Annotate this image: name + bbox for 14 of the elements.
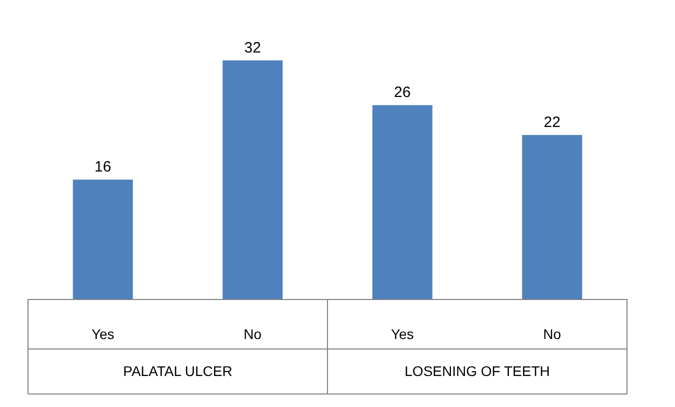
data-label: 26 — [394, 84, 411, 102]
data-label: 32 — [244, 39, 261, 56]
bar — [522, 134, 582, 299]
text: LOSENING OF TEETH — [404, 363, 550, 379]
bar — [372, 105, 432, 299]
text: PALATAL ULCER — [123, 363, 232, 379]
bar — [72, 180, 133, 299]
data-label: 22 — [544, 114, 560, 131]
x-tick-label: No — [244, 326, 262, 342]
x-tick-label: Yes — [91, 326, 114, 342]
data-label: 16 — [94, 158, 112, 176]
x-tick-label: Yes — [390, 326, 414, 342]
bar — [222, 60, 283, 299]
x-tick-label: No — [543, 326, 562, 342]
